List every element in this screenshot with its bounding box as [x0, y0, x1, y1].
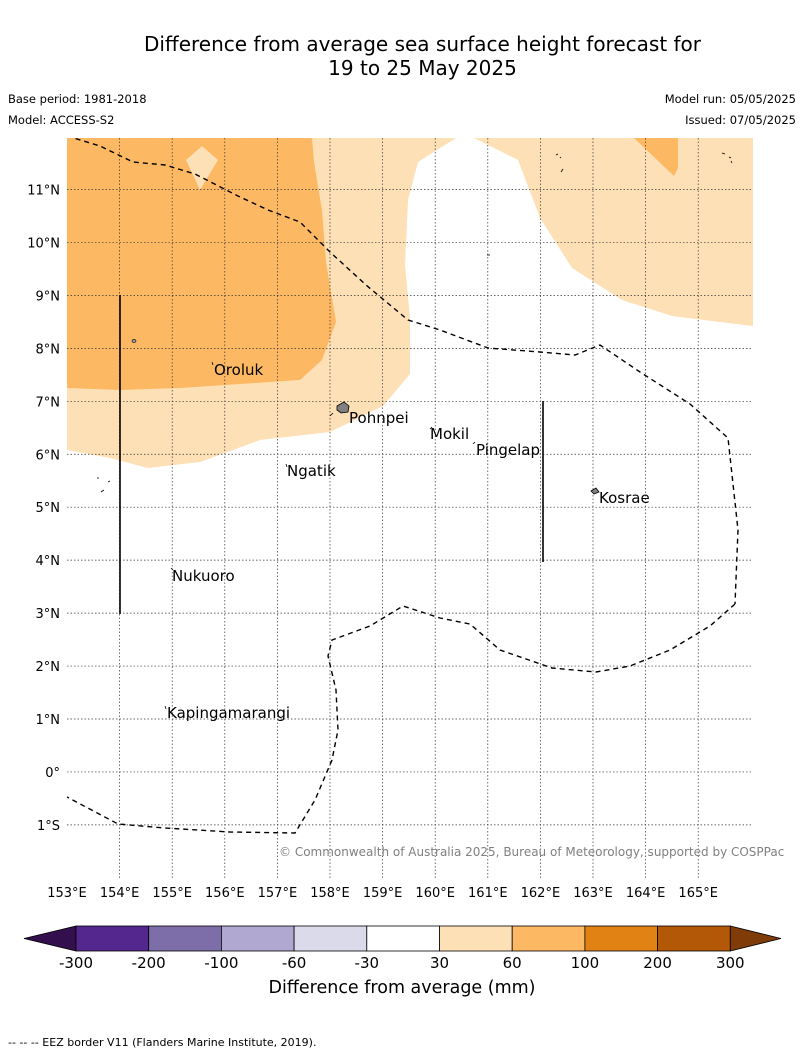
lon-label: 162°E	[521, 886, 561, 901]
place-label-kosrae: Kosrae	[599, 489, 650, 507]
anomaly-60-100-west	[67, 138, 336, 390]
model-run-label: Model run: 05/05/2025	[664, 92, 796, 106]
model-label: Model: ACCESS-S2	[8, 113, 115, 127]
colorbar-segment	[657, 925, 731, 952]
small-island-9	[285, 463, 288, 468]
colorbar-segment	[511, 925, 586, 952]
graticule	[67, 138, 753, 880]
place-label-kapingamarangi: Kapingamarangi	[167, 704, 290, 722]
colorbar-segment	[220, 925, 295, 952]
anomaly-30-60-patch	[186, 146, 218, 190]
colorbar-segment	[366, 925, 440, 952]
eez-borders	[67, 138, 739, 834]
lat-label: 1°N	[36, 713, 61, 728]
copyright-notice: © Commonwealth of Australia 2025, Bureau…	[279, 845, 785, 859]
lat-label: 8°N	[36, 342, 61, 357]
latitude-labels: 11°N 10°N 9°N 8°N 7°N 6°N 5°N 4°N 3°N 2°N 1°N 0° 1°S	[27, 184, 60, 834]
longitude-labels: 153°E 154°E 155°E 156°E 157°E 158°E 159°E 160°E…	[47, 886, 718, 901]
place-label-nukuoro: Nukuoro	[172, 567, 235, 585]
colorbar-tick-label: -200	[132, 954, 166, 972]
issued-label: Issued: 07/05/2025	[685, 113, 796, 127]
lat-label: 4°N	[36, 554, 61, 569]
lat-label: 5°N	[36, 501, 61, 516]
small-island-12	[211, 361, 214, 366]
small-island-6	[329, 412, 334, 417]
anomaly-shading	[67, 138, 753, 468]
lat-label: 2°N	[36, 660, 61, 675]
lon-label: 164°E	[626, 886, 666, 901]
lat-label: 1°S	[37, 819, 60, 834]
title-line-1: Difference from average sea surface heig…	[143, 32, 702, 56]
lon-label: 161°E	[468, 886, 508, 901]
lat-label: 10°N	[27, 236, 60, 251]
colorbar	[23, 925, 782, 952]
colorbar-title: Difference from average (mm)	[268, 978, 536, 998]
place-label-pingelap: Pingelap	[476, 441, 540, 459]
small-island-11	[164, 705, 167, 710]
small-island-7	[429, 426, 433, 430]
small-island-2	[97, 477, 111, 493]
base-period-label: Base period: 1981-2018	[8, 92, 147, 106]
lon-label: 156°E	[205, 886, 245, 901]
lat-label: 6°N	[36, 448, 61, 463]
map-title: Difference from average sea surface heig…	[0, 32, 804, 80]
kosrae-island	[590, 487, 600, 495]
islands	[97, 152, 733, 710]
small-island-10	[170, 567, 174, 571]
place-label-oroluk: Oroluk	[214, 361, 263, 379]
lon-label: 163°E	[573, 886, 613, 901]
colorbar-extend-low	[23, 925, 77, 952]
small-island-8	[472, 441, 476, 445]
lon-label: 159°E	[363, 886, 403, 901]
eez-footnote: -- -- -- EEZ border V11 (Flanders Marine…	[8, 1036, 317, 1049]
lon-label: 154°E	[100, 886, 140, 901]
pohnpei-island	[336, 401, 350, 414]
colorbar-extend-high	[729, 925, 782, 952]
lon-label: 160°E	[415, 886, 455, 901]
lat-label: 7°N	[36, 395, 61, 410]
place-labels: Oroluk Pohnpei Mokil Pingelap Ngatik Kos…	[167, 361, 650, 722]
eez-border-north	[71, 138, 739, 605]
title-line-2: 19 to 25 May 2025	[328, 56, 517, 80]
place-label-pohnpei: Pohnpei	[349, 409, 409, 427]
colorbar-labels: -300 -200 -100 -60 -30 30 60 100 200 300	[59, 954, 745, 972]
colorbar-segment	[584, 925, 659, 952]
colorbar-tick-label: -100	[204, 954, 238, 972]
anomaly-60-100-east	[634, 138, 678, 176]
lat-label: 9°N	[36, 289, 61, 304]
colorbar-segment	[439, 925, 513, 952]
colorbar-tick-label: -30	[355, 954, 380, 972]
colorbar-tick-label: 100	[571, 954, 600, 972]
place-label-ngatik: Ngatik	[287, 462, 336, 480]
eez-border-south	[67, 603, 736, 834]
small-island-3	[555, 153, 564, 173]
lat-label: 0°	[45, 766, 60, 781]
small-island-4	[721, 152, 733, 164]
colorbar-tick-label: -300	[59, 954, 93, 972]
colorbar-segment	[293, 925, 368, 952]
colorbar-segment	[148, 925, 222, 952]
colorbar-tick-label: 30	[430, 954, 449, 972]
colorbar-tick-label: 200	[643, 954, 672, 972]
colorbar-tick-label: -60	[282, 954, 307, 972]
lat-label: 11°N	[27, 184, 60, 199]
anomaly-30-60-east	[474, 138, 753, 326]
lon-label: 158°E	[310, 886, 350, 901]
lon-label: 165°E	[678, 886, 718, 901]
colorbar-segment	[75, 925, 150, 952]
small-island-1	[131, 339, 137, 343]
colorbar-tick-label: 300	[716, 954, 745, 972]
lon-label: 153°E	[47, 886, 87, 901]
place-label-mokil: Mokil	[430, 425, 469, 443]
lon-label: 157°E	[258, 886, 298, 901]
lon-label: 155°E	[152, 886, 192, 901]
lat-label: 3°N	[36, 607, 61, 622]
colorbar-tick-label: 60	[503, 954, 522, 972]
